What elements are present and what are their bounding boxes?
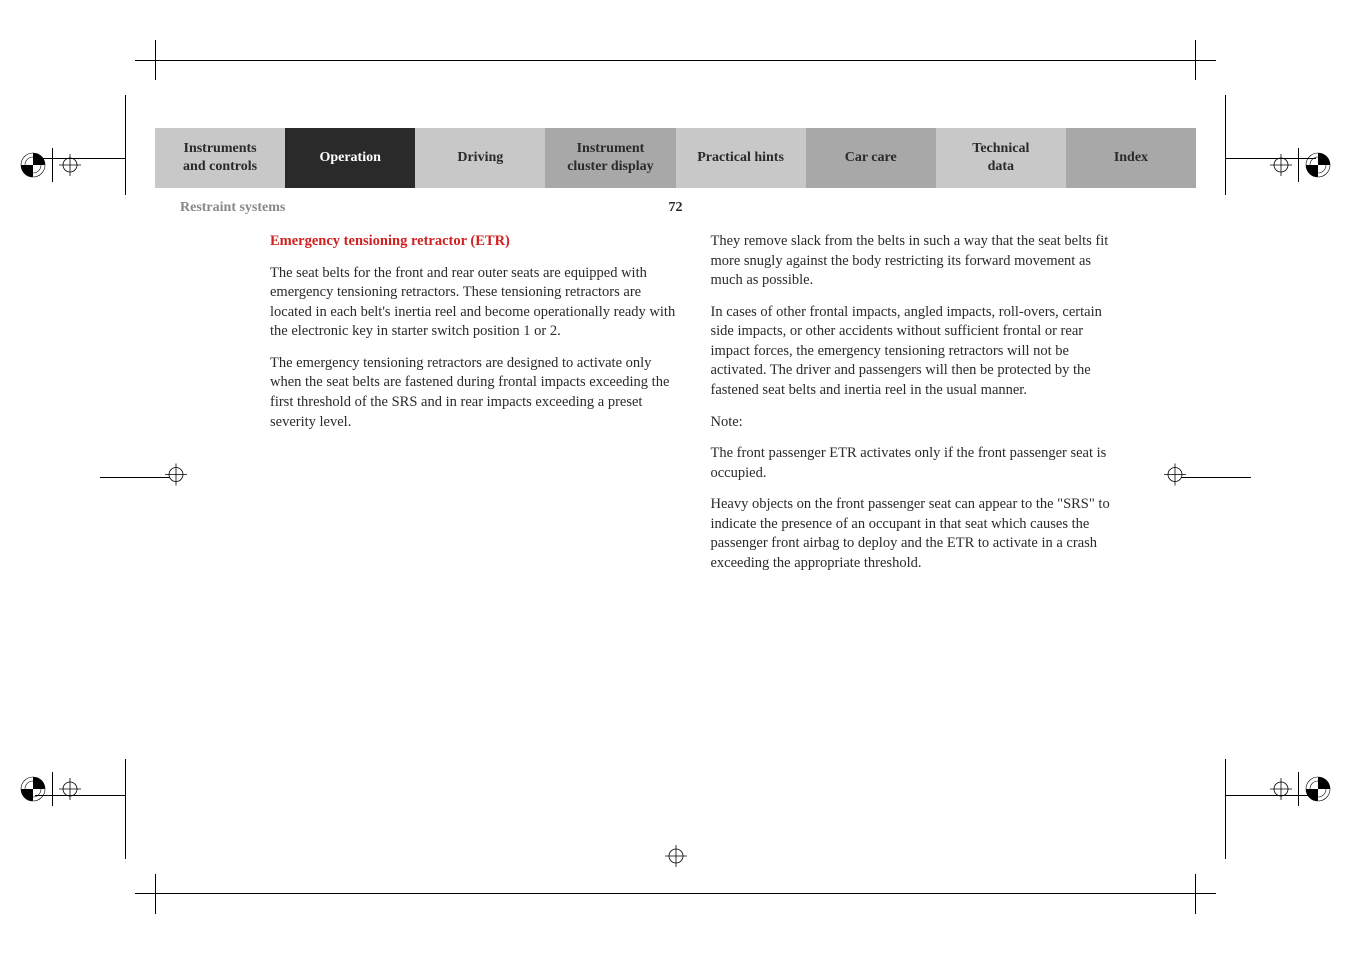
- right-column: They remove slack from the belts in such…: [711, 232, 1122, 585]
- nav-tab-label: Practical hints: [697, 149, 784, 167]
- note-label: Note:: [711, 413, 1122, 433]
- registration-mark-bottom-left: [20, 772, 81, 806]
- section-title: Restraint systems: [180, 200, 285, 216]
- crosshair-mid-left: [165, 464, 187, 491]
- crop-guide-top: [135, 60, 1216, 61]
- crop-guide-bottom: [135, 893, 1216, 894]
- body-paragraph: Heavy objects on the front passenger sea…: [711, 495, 1122, 573]
- nav-tab-label: Instruments: [184, 140, 257, 158]
- page-header: Restraint systems 72: [180, 200, 1171, 216]
- nav-tab-operation[interactable]: Operation: [285, 128, 415, 188]
- guide-line: [1225, 95, 1226, 195]
- nav-tab-label: Technical: [972, 140, 1029, 158]
- nav-tab-label: and controls: [183, 158, 257, 176]
- nav-tab-label: Car care: [845, 149, 897, 167]
- crosshair-mid-right: [1164, 464, 1186, 491]
- registration-mark-top-right: [1270, 148, 1331, 182]
- guide-line: [1181, 477, 1251, 478]
- registration-mark-top-left: [20, 148, 81, 182]
- nav-tab-practical-hints[interactable]: Practical hints: [676, 128, 806, 188]
- nav-tab-label: Instrument: [577, 140, 645, 158]
- body-paragraph: In cases of other frontal impacts, angle…: [711, 303, 1122, 401]
- crosshair-bottom-center: [665, 845, 687, 872]
- nav-tab-label: data: [988, 158, 1014, 176]
- guide-line: [1225, 759, 1226, 859]
- body-paragraph: The emergency tensioning retractors are …: [270, 354, 681, 432]
- nav-tab-label: Driving: [457, 149, 503, 167]
- guide-line: [125, 95, 126, 195]
- crop-guide-bottom-left: [155, 874, 156, 914]
- nav-tab-label: Index: [1114, 149, 1148, 167]
- nav-tab-instruments[interactable]: Instruments and controls: [155, 128, 285, 188]
- page-number: 72: [669, 200, 683, 216]
- body-paragraph: The seat belts for the front and rear ou…: [270, 264, 681, 342]
- nav-bar: Instruments and controls Operation Drivi…: [155, 128, 1196, 188]
- guide-line: [125, 759, 126, 859]
- left-column: Emergency tensioning retractor (ETR) The…: [270, 232, 681, 585]
- nav-tab-driving[interactable]: Driving: [415, 128, 545, 188]
- body-paragraph: They remove slack from the belts in such…: [711, 232, 1122, 291]
- guide-line: [100, 477, 170, 478]
- crop-guide-top-left: [155, 40, 156, 80]
- nav-tab-label: cluster display: [567, 158, 653, 176]
- crop-guide-top-right: [1195, 40, 1196, 80]
- registration-mark-bottom-right: [1270, 772, 1331, 806]
- nav-tab-car-care[interactable]: Car care: [806, 128, 936, 188]
- nav-tab-instrument-cluster[interactable]: Instrument cluster display: [545, 128, 675, 188]
- crop-guide-bottom-right: [1195, 874, 1196, 914]
- body-paragraph: The front passenger ETR activates only i…: [711, 444, 1122, 483]
- section-heading: Emergency tensioning retractor (ETR): [270, 232, 681, 252]
- content-area: Emergency tensioning retractor (ETR) The…: [270, 232, 1121, 585]
- nav-tab-index[interactable]: Index: [1066, 128, 1196, 188]
- nav-tab-label: Operation: [319, 149, 380, 167]
- nav-tab-technical-data[interactable]: Technical data: [936, 128, 1066, 188]
